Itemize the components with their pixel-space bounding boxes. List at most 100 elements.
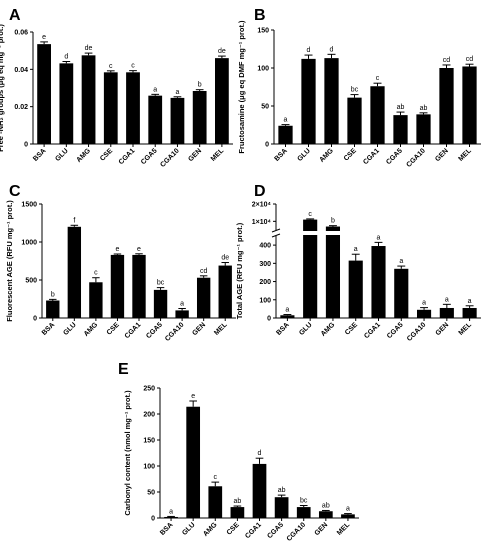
significance-letter: cd [466,56,474,63]
panel-label-c: C [9,183,21,200]
x-tick-label: MEL [210,147,226,163]
significance-letter: b [198,82,202,89]
x-tick-label: AMG [202,521,219,538]
chart-panel-d: 0 100 200 300 400 1×10⁴ 2×10⁴ a BSA c GLU b AMG a CSE a… [235,202,481,343]
bar-break-gap [302,231,319,235]
bar [153,289,168,318]
x-tick-label: BSA [275,321,290,336]
bar [324,58,339,145]
x-tick-label: CGA1 [124,321,143,340]
significance-letter: cd [200,268,208,275]
significance-letter: f [73,217,75,224]
y-tick-label: 0.04 [14,67,28,74]
y-axis-title: Carbonyl content (nmol mg⁻¹ prot.) [123,390,132,516]
significance-letter: c [308,211,312,218]
bar [439,307,454,318]
significance-letter: a [153,86,157,93]
bar-break-gap [324,231,342,235]
x-tick-label: CSE [106,321,121,336]
y-axis-title: Fluorescent AGE (RFU mg⁻¹ prot.) [5,200,14,322]
y-tick-label: 100 [143,464,155,471]
y-axis-title: Total AGE (RFU mg⁻¹ prot.) [235,222,244,319]
significance-letter: d [307,47,311,54]
x-tick-label: CGA5 [145,321,164,340]
x-tick-label: CSE [99,147,114,162]
x-tick-label: CGA1 [363,321,382,340]
significance-letter: c [94,270,98,277]
x-tick-label: CGA5 [266,521,285,540]
bar [218,265,232,318]
y-tick-label: 500 [25,278,37,285]
bar [103,72,118,144]
y-tick-label: 0 [267,316,271,323]
y-tick-label: 400 [259,243,271,250]
bar [370,86,385,144]
y-tick-label: 150 [257,28,269,35]
x-tick-label: GLU [298,321,313,336]
y-axis-title: Fructosamine (μg eq DMF mg⁻¹ prot.) [237,20,246,154]
bar [208,486,223,518]
x-tick-label: CGA10 [286,521,308,543]
significance-letter: b [331,218,335,225]
bar [347,97,362,144]
bar [192,90,207,144]
bar [186,406,201,518]
significance-letter: bc [157,280,165,287]
x-tick-label: CGA1 [244,521,263,540]
x-tick-label: AMG [318,147,335,164]
y-tick-label: 1000 [21,240,37,247]
significance-letter: d [64,53,68,60]
x-tick-label: BSA [32,147,47,162]
bar [110,254,125,318]
significance-letter: a [346,506,350,513]
x-tick-label: CGA10 [405,147,427,169]
y-tick-label: 0.06 [14,30,28,37]
bar [67,226,82,318]
bar [462,66,477,144]
panel-label-d: D [254,183,266,200]
x-tick-label: CSE [344,321,359,336]
y-tick-label: 100 [259,297,271,304]
y-tick-label: 1×10⁴ [252,219,272,226]
bar [46,300,60,318]
y-tick-label: 300 [259,261,271,268]
panel-label-b: B [254,7,266,24]
panel-label-e: E [118,361,129,378]
significance-letter: c [376,75,380,82]
significance-letter: a [284,117,288,124]
bar [132,254,146,318]
bar [252,463,267,518]
bar [296,507,311,518]
x-tick-label: CGA5 [385,147,404,166]
y-tick-label: 2×10⁴ [252,202,272,209]
chart-panel-c: 0 500 1000 1500 b BSA f GLU c AMG e CSE e CGA1 bc CGA5 a… [5,200,236,343]
bar [175,310,189,318]
significance-letter: bc [300,498,308,505]
y-tick-label: 0 [33,316,37,323]
significance-letter: e [115,246,119,253]
bar [148,95,163,144]
significance-letter: c [214,474,218,481]
significance-letter: e [42,34,46,41]
x-tick-label: AMG [83,321,100,338]
x-tick-label: MEL [458,321,474,337]
x-tick-label: CGA10 [164,321,186,343]
significance-letter: a [169,508,173,515]
significance-letter: a [445,296,449,303]
chart-panel-e: 0 50 100 150 200 250 a BSA e GLU c AMG ab CSE d CGA1 ab C… [123,386,359,543]
axis-break-mark [271,228,281,233]
significance-letter: d [258,450,262,457]
x-tick-label: BSA [41,321,56,336]
x-tick-label: CSE [343,147,358,162]
x-tick-label: GLU [297,147,312,162]
bar [274,497,289,518]
y-tick-label: 150 [143,438,155,445]
bar [126,72,140,144]
significance-letter: ab [322,502,330,509]
plots: 00.020.040.06eBSAdGLUdeAMGcCSEcCGA1aCGA5… [0,20,481,543]
y-tick-label: 0 [151,516,155,523]
x-tick-label: AMG [75,147,92,164]
x-tick-label: CGA10 [406,321,428,343]
bar [318,511,333,518]
